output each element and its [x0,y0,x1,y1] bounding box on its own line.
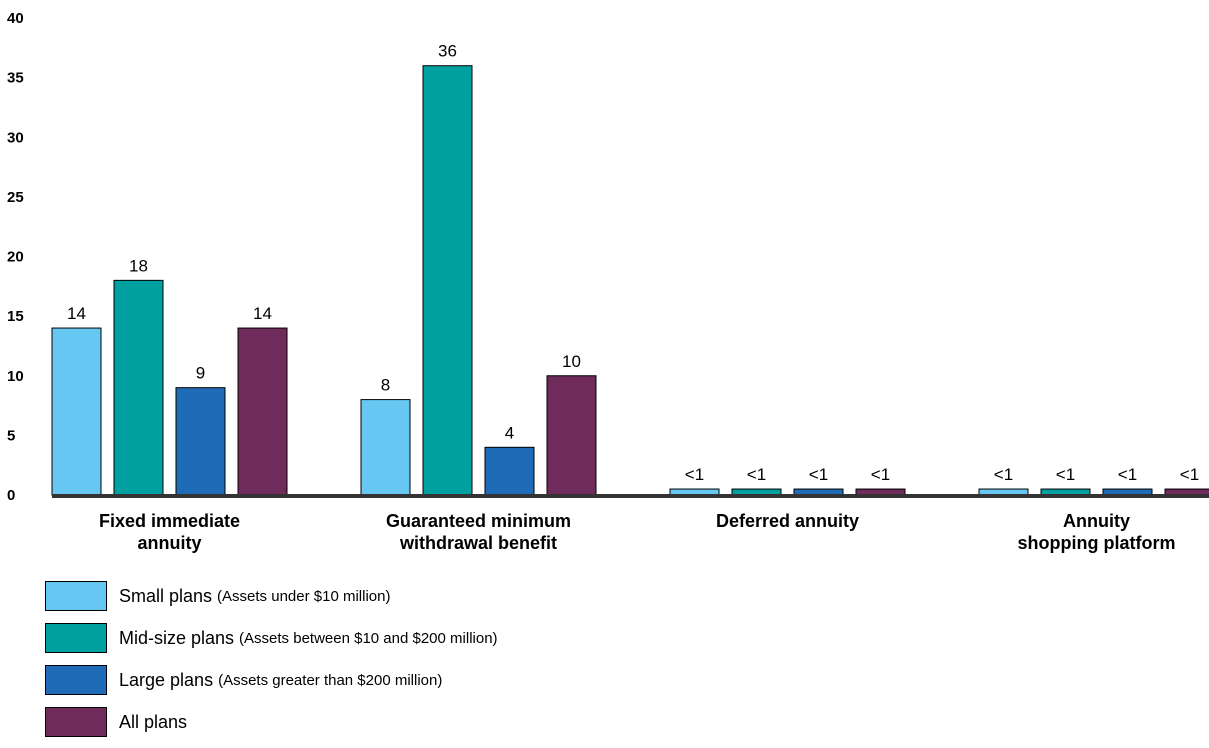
data-label-guaranteed-minimum-withdrawal-benefit-large-plans: 4 [505,423,514,442]
y-axis: 0 5 10 15 20 25 30 35 40 [7,10,24,504]
legend-label: Small plans [119,585,213,606]
bar-guaranteed-minimum-withdrawal-benefit-large-plans [484,446,535,496]
legend-swatch-large-plans [45,665,107,695]
y-tick-label: 35 [7,70,24,87]
legend-note: (Assets greater than $200 million) [218,671,443,689]
y-tick-label: 25 [7,189,24,206]
bars [51,65,1209,496]
x-label-deferred-annuity: Deferred annuity [716,511,859,531]
legend-note: (Assets under $10 million) [217,587,391,605]
y-tick-label: 40 [7,10,24,27]
data-label-guaranteed-minimum-withdrawal-benefit-mid-size-plans: 36 [438,42,457,61]
legend-swatch-all-plans [45,707,107,737]
x-label-line: Guaranteed minimum [386,511,571,531]
x-label-line: Deferred annuity [716,511,859,531]
x-axis-labels: Fixed immediate annuity Guaranteed minimum… [99,511,1176,553]
bar-chart: 0 5 10 15 20 25 30 35 40 14 18 9 14 8 36 4 10 <1 <1 <1 <1 <1… [7,10,1209,553]
legend-item-large-plans: Large plans (Assets greater than $200 mi… [45,664,498,696]
legend-item-all-plans: All plans [45,706,498,738]
legend-label: All plans [119,711,188,732]
x-label-line: shopping platform [1018,533,1176,553]
x-label-line: annuity [137,533,201,553]
data-label-annuity-shopping-platform-mid-size-plans: <1 [1056,465,1075,484]
x-label-line: withdrawal benefit [399,533,557,553]
data-label-annuity-shopping-platform-large-plans: <1 [1118,465,1137,484]
legend-swatch-mid-size-plans [45,623,107,653]
x-label-annuity-shopping-platform: Annuity shopping platform [1018,511,1176,553]
y-tick-label: 30 [7,129,24,146]
bar-fixed-immediate-annuity-small-plans [51,327,102,496]
data-label-annuity-shopping-platform-small-plans: <1 [994,465,1013,484]
bar-guaranteed-minimum-withdrawal-benefit-all-plans [546,375,597,496]
x-label-guaranteed-minimum-withdrawal-benefit: Guaranteed minimum withdrawal benefit [386,511,571,553]
y-tick-label: 0 [7,487,15,504]
data-label-fixed-immediate-annuity-mid-size-plans: 18 [129,256,148,275]
data-labels: 14 18 9 14 8 36 4 10 <1 <1 <1 <1 <1 <1 <1 <1 [67,42,1199,484]
data-label-guaranteed-minimum-withdrawal-benefit-small-plans: 8 [381,376,390,395]
x-label-line: Annuity [1063,511,1130,531]
bar-guaranteed-minimum-withdrawal-benefit-small-plans [360,399,411,496]
data-label-annuity-shopping-platform-all-plans: <1 [1180,465,1199,484]
x-label-fixed-immediate-annuity: Fixed immediate annuity [99,511,240,553]
bar-guaranteed-minimum-withdrawal-benefit-mid-size-plans [422,65,473,496]
legend-label: Mid-size plans [119,627,235,648]
y-tick-label: 15 [7,308,24,325]
legend-item-small-plans: Small plans (Assets under $10 million) [45,580,498,612]
legend-label: Large plans [119,669,214,690]
data-label-deferred-annuity-small-plans: <1 [685,465,704,484]
data-label-fixed-immediate-annuity-small-plans: 14 [67,304,86,323]
legend-note: (Assets between $10 and $200 million) [239,629,498,647]
bar-fixed-immediate-annuity-all-plans [237,327,288,496]
x-label-line: Fixed immediate [99,511,240,531]
y-tick-label: 20 [7,249,24,266]
data-label-deferred-annuity-all-plans: <1 [871,465,890,484]
legend-item-mid-size-plans: Mid-size plans (Assets between $10 and $… [45,622,498,654]
bar-fixed-immediate-annuity-large-plans [175,387,226,496]
data-label-guaranteed-minimum-withdrawal-benefit-all-plans: 10 [562,352,581,371]
data-label-fixed-immediate-annuity-large-plans: 9 [196,364,205,383]
y-tick-label: 5 [7,427,15,444]
legend-swatch-small-plans [45,581,107,611]
data-label-fixed-immediate-annuity-all-plans: 14 [253,304,272,323]
data-label-deferred-annuity-large-plans: <1 [809,465,828,484]
y-tick-label: 10 [7,368,24,385]
legend: Small plans (Assets under $10 million) M… [45,580,498,748]
data-label-deferred-annuity-mid-size-plans: <1 [747,465,766,484]
bar-fixed-immediate-annuity-mid-size-plans [113,279,164,496]
